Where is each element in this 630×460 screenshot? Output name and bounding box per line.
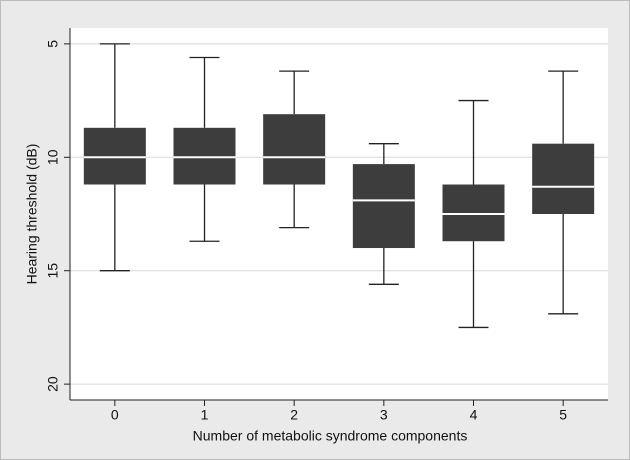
y-tick-label: 20	[45, 376, 61, 392]
box	[442, 184, 505, 242]
y-tick-label: 15	[45, 263, 61, 279]
plot-area	[70, 28, 608, 400]
x-tick-label: 5	[559, 407, 567, 423]
box	[173, 127, 236, 185]
x-axis-title: Number of metabolic syndrome components	[193, 428, 468, 444]
x-tick-label: 0	[111, 407, 119, 423]
x-tick-label: 1	[201, 407, 209, 423]
y-tick-label: 10	[45, 149, 61, 165]
y-tick-label: 5	[45, 40, 61, 48]
box	[532, 143, 595, 214]
box	[263, 114, 326, 185]
x-tick-label: 2	[290, 407, 298, 423]
box	[352, 164, 415, 249]
box	[83, 127, 146, 185]
y-axis-title: Hearing threshold (dB)	[24, 144, 40, 285]
x-tick-label: 4	[470, 407, 478, 423]
x-tick-label: 3	[380, 407, 388, 423]
